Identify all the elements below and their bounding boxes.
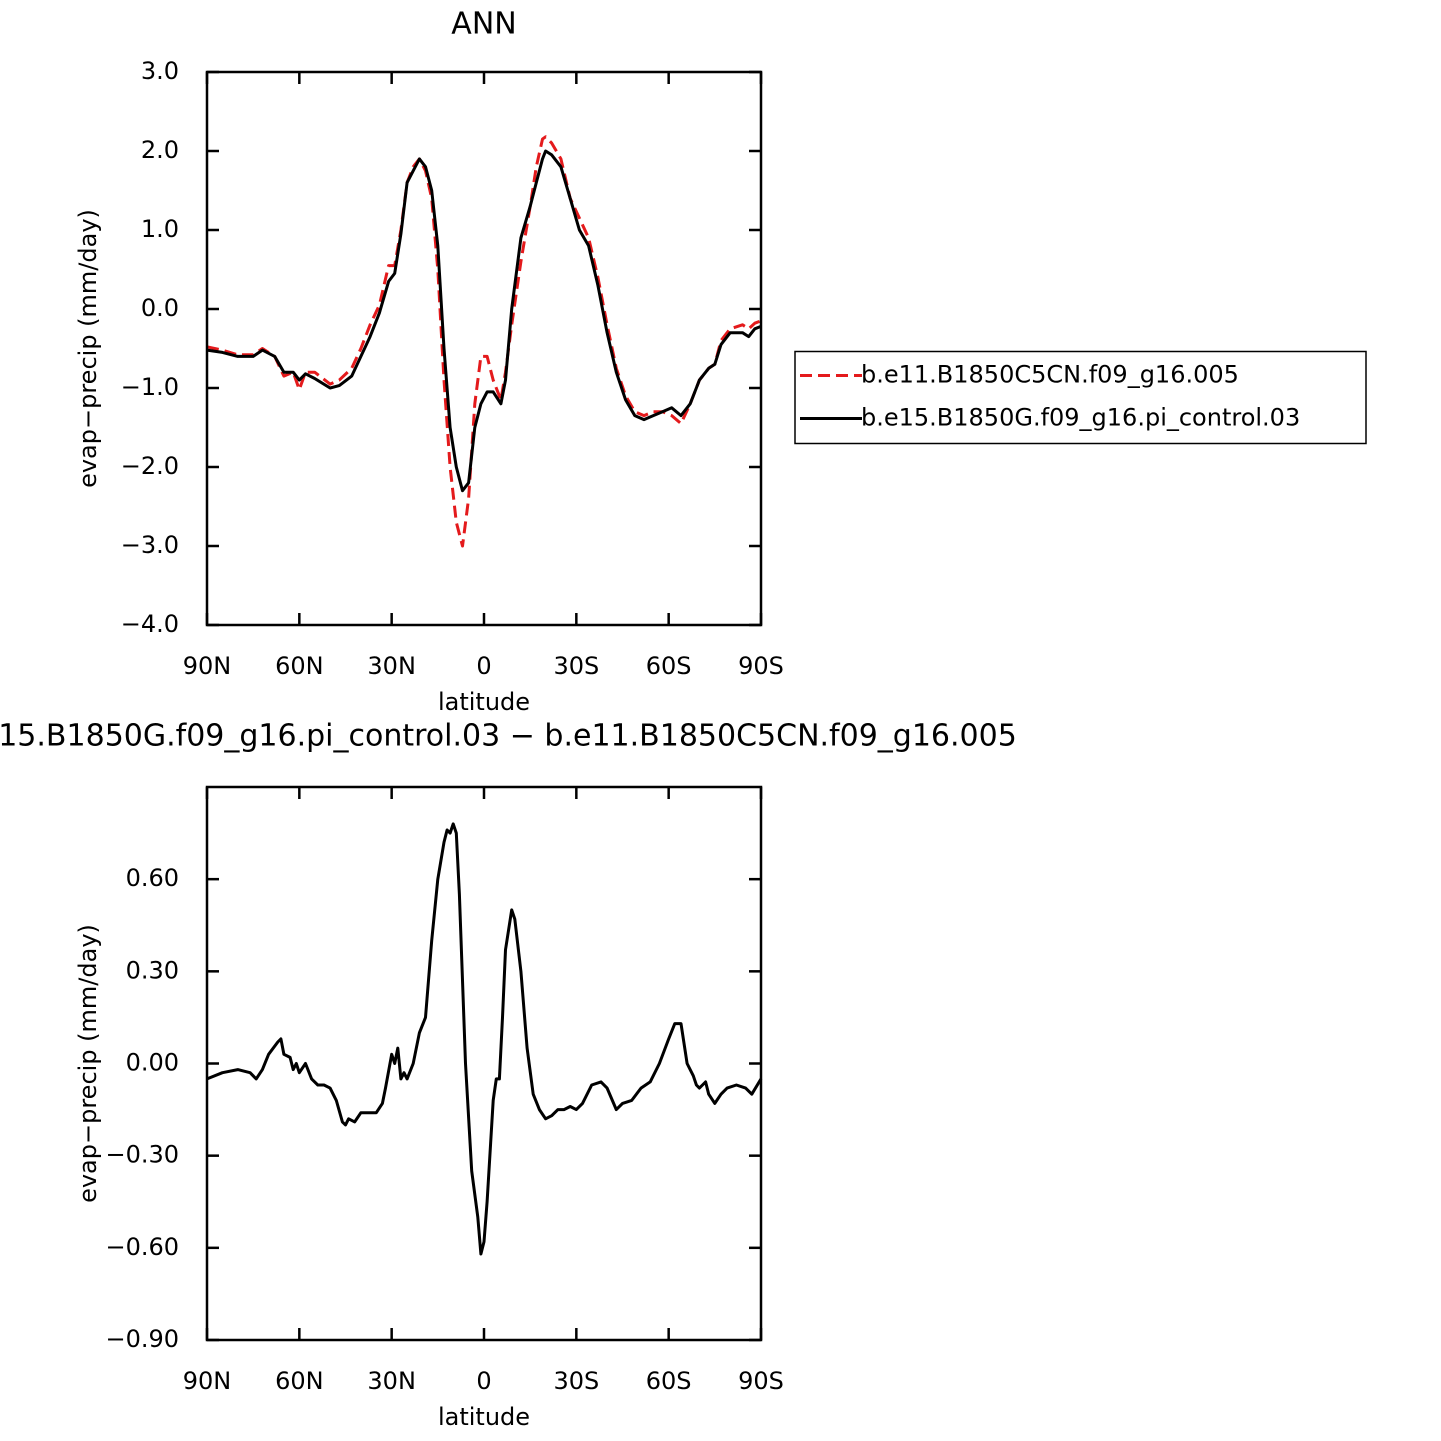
legend-label: b.e11.B1850C5CN.f09_g16.005	[861, 361, 1239, 389]
data-line	[206, 149, 762, 493]
y-tick-label: 2.0	[141, 136, 179, 164]
x-tick-label: 90S	[738, 1367, 784, 1395]
data-line	[206, 135, 762, 548]
plot-frame	[205, 70, 763, 627]
y-tick-label: −4.0	[121, 610, 179, 638]
legend-label: b.e15.B1850G.f09_g16.pi_control.03	[861, 404, 1300, 432]
y-tick-label: −0.90	[105, 1325, 179, 1353]
x-tick-label: 90N	[183, 652, 232, 680]
y-tick-label: 0.0	[141, 294, 179, 322]
x-axis-label: latitude	[438, 1403, 530, 1431]
x-tick-label: 0	[476, 1367, 491, 1395]
x-tick-label: 30N	[367, 652, 416, 680]
y-axis-label: evap−precip (mm/day)	[74, 209, 102, 488]
x-tick-label: 60N	[275, 1367, 324, 1395]
chart-title: ANN	[451, 7, 516, 42]
x-tick-label: 90S	[738, 652, 784, 680]
legend-box	[794, 350, 1367, 445]
y-tick-label: −3.0	[121, 531, 179, 559]
y-tick-label: 0.30	[126, 956, 179, 984]
y-tick-label: −0.30	[105, 1141, 179, 1169]
x-axis-label: latitude	[438, 688, 530, 716]
y-axis-label: evap−precip (mm/day)	[74, 924, 102, 1203]
data-line	[206, 822, 763, 1256]
y-tick-label: −2.0	[121, 452, 179, 480]
y-tick-label: 0.60	[126, 864, 179, 892]
x-tick-label: 60N	[275, 652, 324, 680]
chart-title: b.e15.B1850G.f09_g16.pi_control.03 − b.e…	[0, 719, 1017, 754]
y-tick-label: 3.0	[141, 57, 179, 85]
y-tick-label: −0.60	[105, 1233, 179, 1261]
x-tick-label: 30N	[367, 1367, 416, 1395]
y-tick-label: −1.0	[121, 373, 179, 401]
x-tick-label: 30S	[553, 1367, 599, 1395]
x-tick-label: 30S	[553, 652, 599, 680]
plot-frame	[205, 785, 763, 1342]
x-tick-label: 90N	[183, 1367, 232, 1395]
x-tick-label: 0	[476, 652, 491, 680]
x-tick-label: 60S	[646, 1367, 692, 1395]
x-tick-label: 60S	[646, 652, 692, 680]
y-tick-label: 1.0	[141, 215, 179, 243]
y-tick-label: 0.00	[126, 1049, 179, 1077]
